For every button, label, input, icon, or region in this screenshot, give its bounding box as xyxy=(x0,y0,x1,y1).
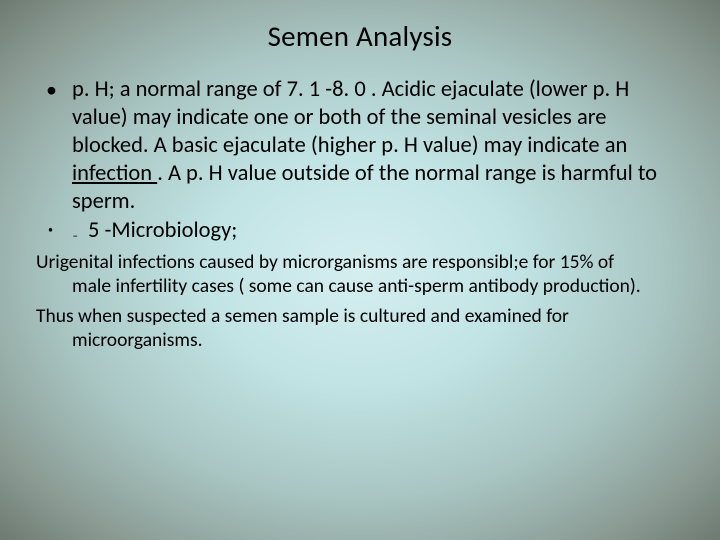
bullet-1-p3: . A p. H value outside of the normal ran… xyxy=(72,160,657,215)
para1-line1: Urigenital infections caused by microrga… xyxy=(36,250,684,274)
slide: Semen Analysis • p. H; a normal range of… xyxy=(0,0,720,540)
para2-l1: Thus when suspected a semen sample is cu… xyxy=(36,304,569,328)
sub-bullet: ₋ 5 -Microbiology; xyxy=(72,218,684,244)
para1-line2: male infertility cases ( some can cause … xyxy=(36,274,684,298)
para1-l1: Urigenital infections caused by microrga… xyxy=(36,250,614,274)
bullet-1-text: p. H; a normal range of 7. 1 -8. 0 . Aci… xyxy=(72,76,684,216)
bullet-1-p1: p. H; a normal range of 7. 1 -8. 0 xyxy=(72,76,371,103)
bullet-dot-icon: • xyxy=(36,76,72,216)
sub-bullet-label: 5 -Microbiology; xyxy=(88,218,237,244)
bullet-item-2: • ₋ 5 -Microbiology; xyxy=(36,218,684,244)
slide-title: Semen Analysis xyxy=(36,18,684,54)
para2-line1: Thus when suspected a semen sample is cu… xyxy=(36,304,684,328)
bullet-item-1: • p. H; a normal range of 7. 1 -8. 0 . A… xyxy=(36,76,684,216)
bullet-1-underlined: infection xyxy=(72,160,157,187)
para2-line2: microorganisms. xyxy=(36,328,684,352)
bullet-1-p4: . xyxy=(130,188,136,215)
para1-l2: male infertility cases ( some can cause … xyxy=(72,274,641,298)
dash-icon: ₋ xyxy=(72,218,88,244)
paragraph-2: Thus when suspected a semen sample is cu… xyxy=(36,304,684,352)
bullet-2-text: ₋ 5 -Microbiology; xyxy=(72,218,684,244)
bullet-dot-icon: • xyxy=(36,218,72,244)
para2-l2: microorganisms. xyxy=(72,328,203,352)
paragraph-1: Urigenital infections caused by microrga… xyxy=(36,250,684,298)
